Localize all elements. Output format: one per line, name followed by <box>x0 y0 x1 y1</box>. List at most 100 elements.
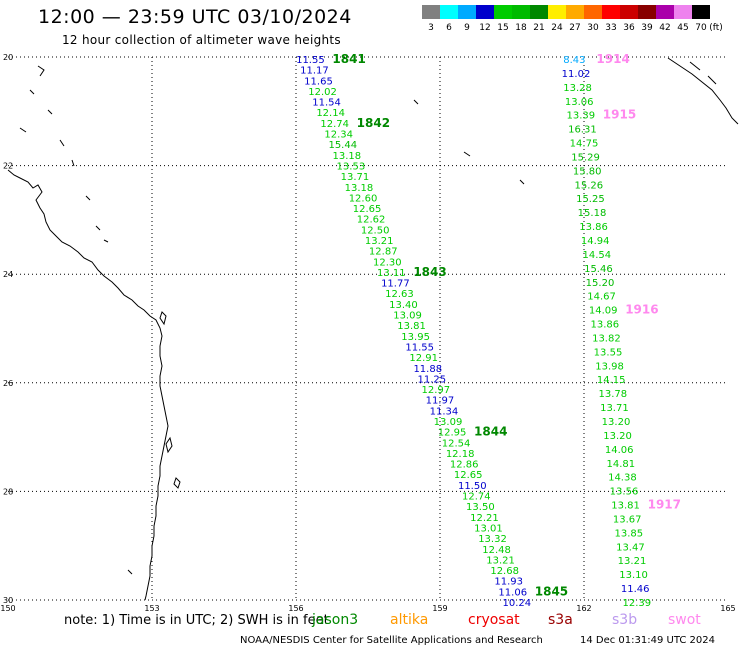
wave-height-value: 13.71 <box>600 403 629 414</box>
wave-height-value: 13.21 <box>618 556 647 567</box>
wave-height-value: 12.39 <box>622 598 651 609</box>
legend-swatch-label: 30 <box>587 23 599 33</box>
wave-height-value: 12.91 <box>409 353 438 364</box>
legend-swatch-label: 36 <box>623 23 635 33</box>
wave-height-value: 12.50 <box>361 225 390 236</box>
wave-height-value: 14.75 <box>570 139 599 150</box>
pass-time-label: 1916 <box>625 303 658 317</box>
wave-height-value: 13.85 <box>614 528 643 539</box>
wave-height-value: 13.06 <box>565 97 594 108</box>
pass-time-label: 1841 <box>332 52 365 66</box>
longitude-tick-label: 153 <box>144 604 159 613</box>
latitude-tick-label: 28 <box>3 487 13 496</box>
wave-height-value: 11.34 <box>430 406 459 417</box>
fraser-island-outline <box>159 311 167 326</box>
wave-height-value: 13.21 <box>486 555 515 566</box>
pass-time-label: 1844 <box>474 425 507 439</box>
footer-note: note: 1) Time is in UTC; 2) SWH is in fe… <box>64 613 329 628</box>
wave-height-value: 14.38 <box>608 473 637 484</box>
credit-text: NOAA/NESDIS Center for Satellite Applica… <box>240 635 543 646</box>
satellite-legend-item: cryosat <box>468 612 520 628</box>
wave-height-value: 11.06 <box>498 587 527 598</box>
wave-height-value: 14.09 <box>589 306 618 317</box>
legend-swatch <box>602 5 620 19</box>
legend-swatch <box>458 5 476 19</box>
wave-height-value: 13.86 <box>590 320 619 331</box>
map-gridlines <box>8 56 728 601</box>
legend-swatch-label: 33 <box>605 23 617 33</box>
legend-swatch-label: 6 <box>446 23 452 33</box>
wave-height-value: 13.50 <box>466 502 495 513</box>
longitude-tick-label: 150 <box>0 604 15 613</box>
wave-height-value: 13.18 <box>333 151 362 162</box>
wave-height-value: 12.62 <box>357 215 386 226</box>
wave-height-value: 13.09 <box>434 417 463 428</box>
wave-height-value: 15.18 <box>578 208 607 219</box>
wave-height-value: 13.95 <box>401 332 430 343</box>
wave-height-value: 15.25 <box>576 194 605 205</box>
wave-height-value: 13.10 <box>619 570 648 581</box>
wave-height-value: 13.67 <box>613 514 642 525</box>
latitude-tick-label: 20 <box>3 53 13 62</box>
longitude-tick-label: 156 <box>288 604 303 613</box>
reef-islet-outlines <box>127 99 525 575</box>
wave-height-value: 12.54 <box>442 438 471 449</box>
map-subtitle: 12 hour collection of altimeter wave hei… <box>62 33 341 47</box>
wave-height-value: 13.82 <box>592 333 621 344</box>
wave-height-value: 13.40 <box>389 300 418 311</box>
satellite-legend-item: jason3 <box>312 612 359 628</box>
wave-height-value: 13.20 <box>603 431 632 442</box>
legend-swatch <box>422 5 440 19</box>
legend-unit-label: (ft) <box>709 23 723 33</box>
legend-swatch <box>476 5 494 19</box>
wave-height-value: 13.81 <box>397 321 426 332</box>
satellite-legend-item: s3b <box>612 612 638 628</box>
wave-height-value: 13.71 <box>341 172 370 183</box>
wave-height-value: 13.32 <box>478 534 507 545</box>
pass-time-label: 1842 <box>357 116 390 130</box>
longitude-tick-label: 162 <box>576 604 591 613</box>
wave-height-value: 13.78 <box>598 389 627 400</box>
legend-swatch <box>692 5 710 19</box>
wave-height-value: 11.17 <box>300 66 329 77</box>
legend-swatch-label: 12 <box>479 23 491 33</box>
legend-swatch-label: 42 <box>659 23 671 33</box>
wave-height-value: 12.74 <box>320 119 349 130</box>
legend-swatch <box>512 5 530 19</box>
pass-time-label: 1845 <box>535 584 568 598</box>
satellite-track-jason3: 11.5511.1711.6512.0211.5412.1412.7412.34… <box>296 52 568 609</box>
legend-swatch <box>656 5 674 19</box>
legend-swatch <box>548 5 566 19</box>
wave-height-value: 11.50 <box>458 481 487 492</box>
legend-swatch <box>494 5 512 19</box>
coastal-bay-outline <box>173 477 181 489</box>
wave-height-value: 11.88 <box>413 364 442 375</box>
satellite-legend-item: s3a <box>548 612 573 628</box>
wave-height-value: 12.60 <box>349 193 378 204</box>
wave-height-value: 11.97 <box>426 396 455 407</box>
wave-height-value: 14.67 <box>587 292 616 303</box>
wave-height-value: 12.34 <box>324 130 353 141</box>
satellite-legend-item: swot <box>668 612 701 628</box>
wave-height-value: 13.28 <box>563 83 592 94</box>
wave-height-value: 12.68 <box>490 566 519 577</box>
coastline <box>7 57 739 601</box>
wave-height-value: 16.31 <box>568 125 597 136</box>
legend-swatch-label: 18 <box>515 23 527 33</box>
wave-height-value: 11.54 <box>312 98 341 109</box>
pass-time-label: 1915 <box>603 108 636 122</box>
wave-height-value: 11.93 <box>494 577 523 588</box>
legend-swatch-label: 3 <box>428 23 434 33</box>
wave-height-value: 13.20 <box>602 417 631 428</box>
wave-height-value: 12.48 <box>482 545 511 556</box>
wave-height-value: 8.43 <box>563 55 585 66</box>
wave-height-value: 11.55 <box>296 55 325 66</box>
wave-height-value: 11.77 <box>381 279 410 290</box>
wave-height-value: 12.18 <box>446 449 475 460</box>
wave-height-value: 13.55 <box>594 347 623 358</box>
wave-height-value: 13.01 <box>474 523 503 534</box>
australia-coastline <box>7 169 169 601</box>
legend-swatch <box>638 5 656 19</box>
pass-time-label: 1914 <box>596 52 629 66</box>
